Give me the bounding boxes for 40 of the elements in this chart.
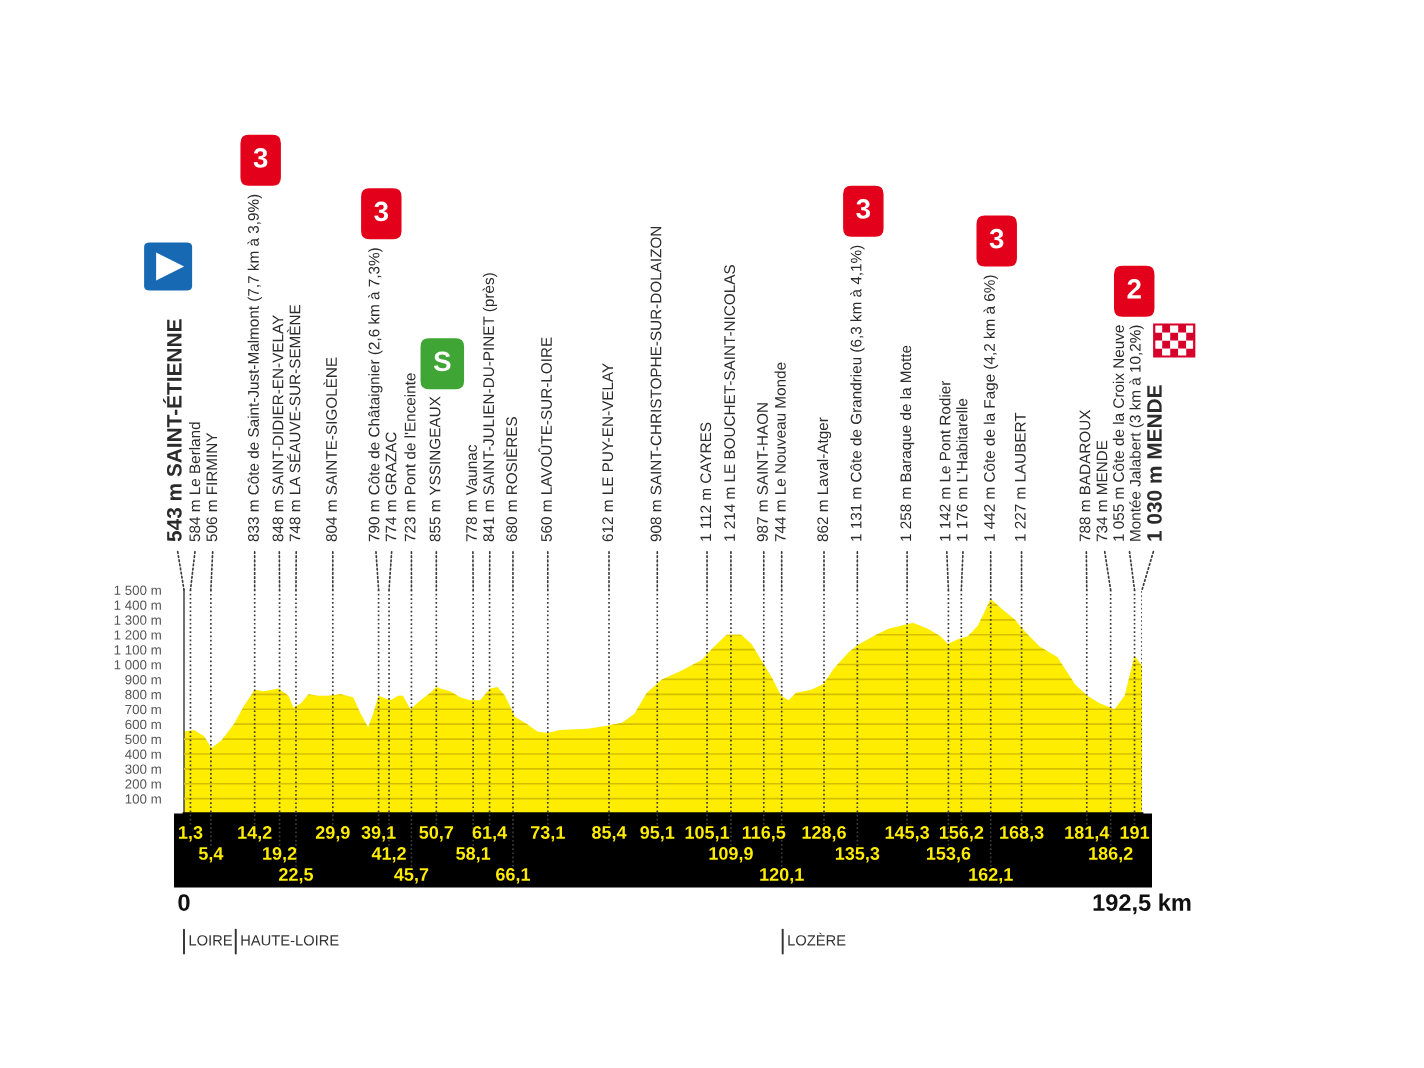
text: S xyxy=(433,351,451,372)
ref-line-label: 116,5 xyxy=(742,826,786,842)
ref-line-label: 95,1 xyxy=(640,826,675,842)
ref-line-label: 19,2 xyxy=(263,847,297,863)
ref-line-label: 135,3 xyxy=(835,847,880,863)
ref-line-label: 153,6 xyxy=(926,847,971,863)
x-tick-label: 192,5 km xyxy=(1093,893,1191,915)
ref-line-label: 191 xyxy=(1120,826,1150,839)
text: 3 xyxy=(856,199,871,219)
ref-line-label: 29,9 xyxy=(315,826,350,842)
ref-line-label: 162,1 xyxy=(969,868,1013,884)
ref-line-label: 85,4 xyxy=(592,826,627,842)
ref-line-label: 39,1 xyxy=(361,826,396,842)
x-tick-label: 0 xyxy=(178,894,190,911)
ref-line-label: 73,1 xyxy=(531,826,565,842)
text: 3 xyxy=(374,201,389,222)
ref-line-label: 41,2 xyxy=(371,847,406,863)
ref-line-label: 5,4 xyxy=(198,847,224,863)
text: 2 xyxy=(1127,279,1141,299)
ref-line-label: 145,3 xyxy=(885,826,930,842)
ref-line-label: 120,1 xyxy=(760,868,804,884)
ref-line-label: 109,9 xyxy=(709,847,753,863)
ref-line-label: 156,2 xyxy=(939,826,984,842)
text: 3 xyxy=(989,228,1004,249)
ref-line-label: 50,7 xyxy=(419,826,454,842)
ref-line-label: 14,2 xyxy=(238,826,272,842)
annotation: 543 m SAINT-ÉTIENNE xyxy=(163,319,182,542)
ref-line-label: 105,1 xyxy=(685,826,730,842)
ref-line-label: 128,6 xyxy=(802,826,846,842)
text: 3 xyxy=(253,148,268,168)
ref-line-label: 45,7 xyxy=(394,868,429,884)
annotation: 1 030 m MENDE xyxy=(1147,385,1162,541)
ref-line-label: 168,3 xyxy=(1000,826,1044,842)
ref-line-label: 61,4 xyxy=(472,826,508,842)
ref-line-label: 186,2 xyxy=(1089,847,1133,863)
ref-line-label: 58,1 xyxy=(456,847,491,863)
ref-line-label: 1,3 xyxy=(179,826,203,842)
ref-line-label: 181,4 xyxy=(1065,826,1110,842)
ref-line-label: 22,5 xyxy=(279,868,314,884)
ref-line-label: 66,1 xyxy=(496,868,531,884)
